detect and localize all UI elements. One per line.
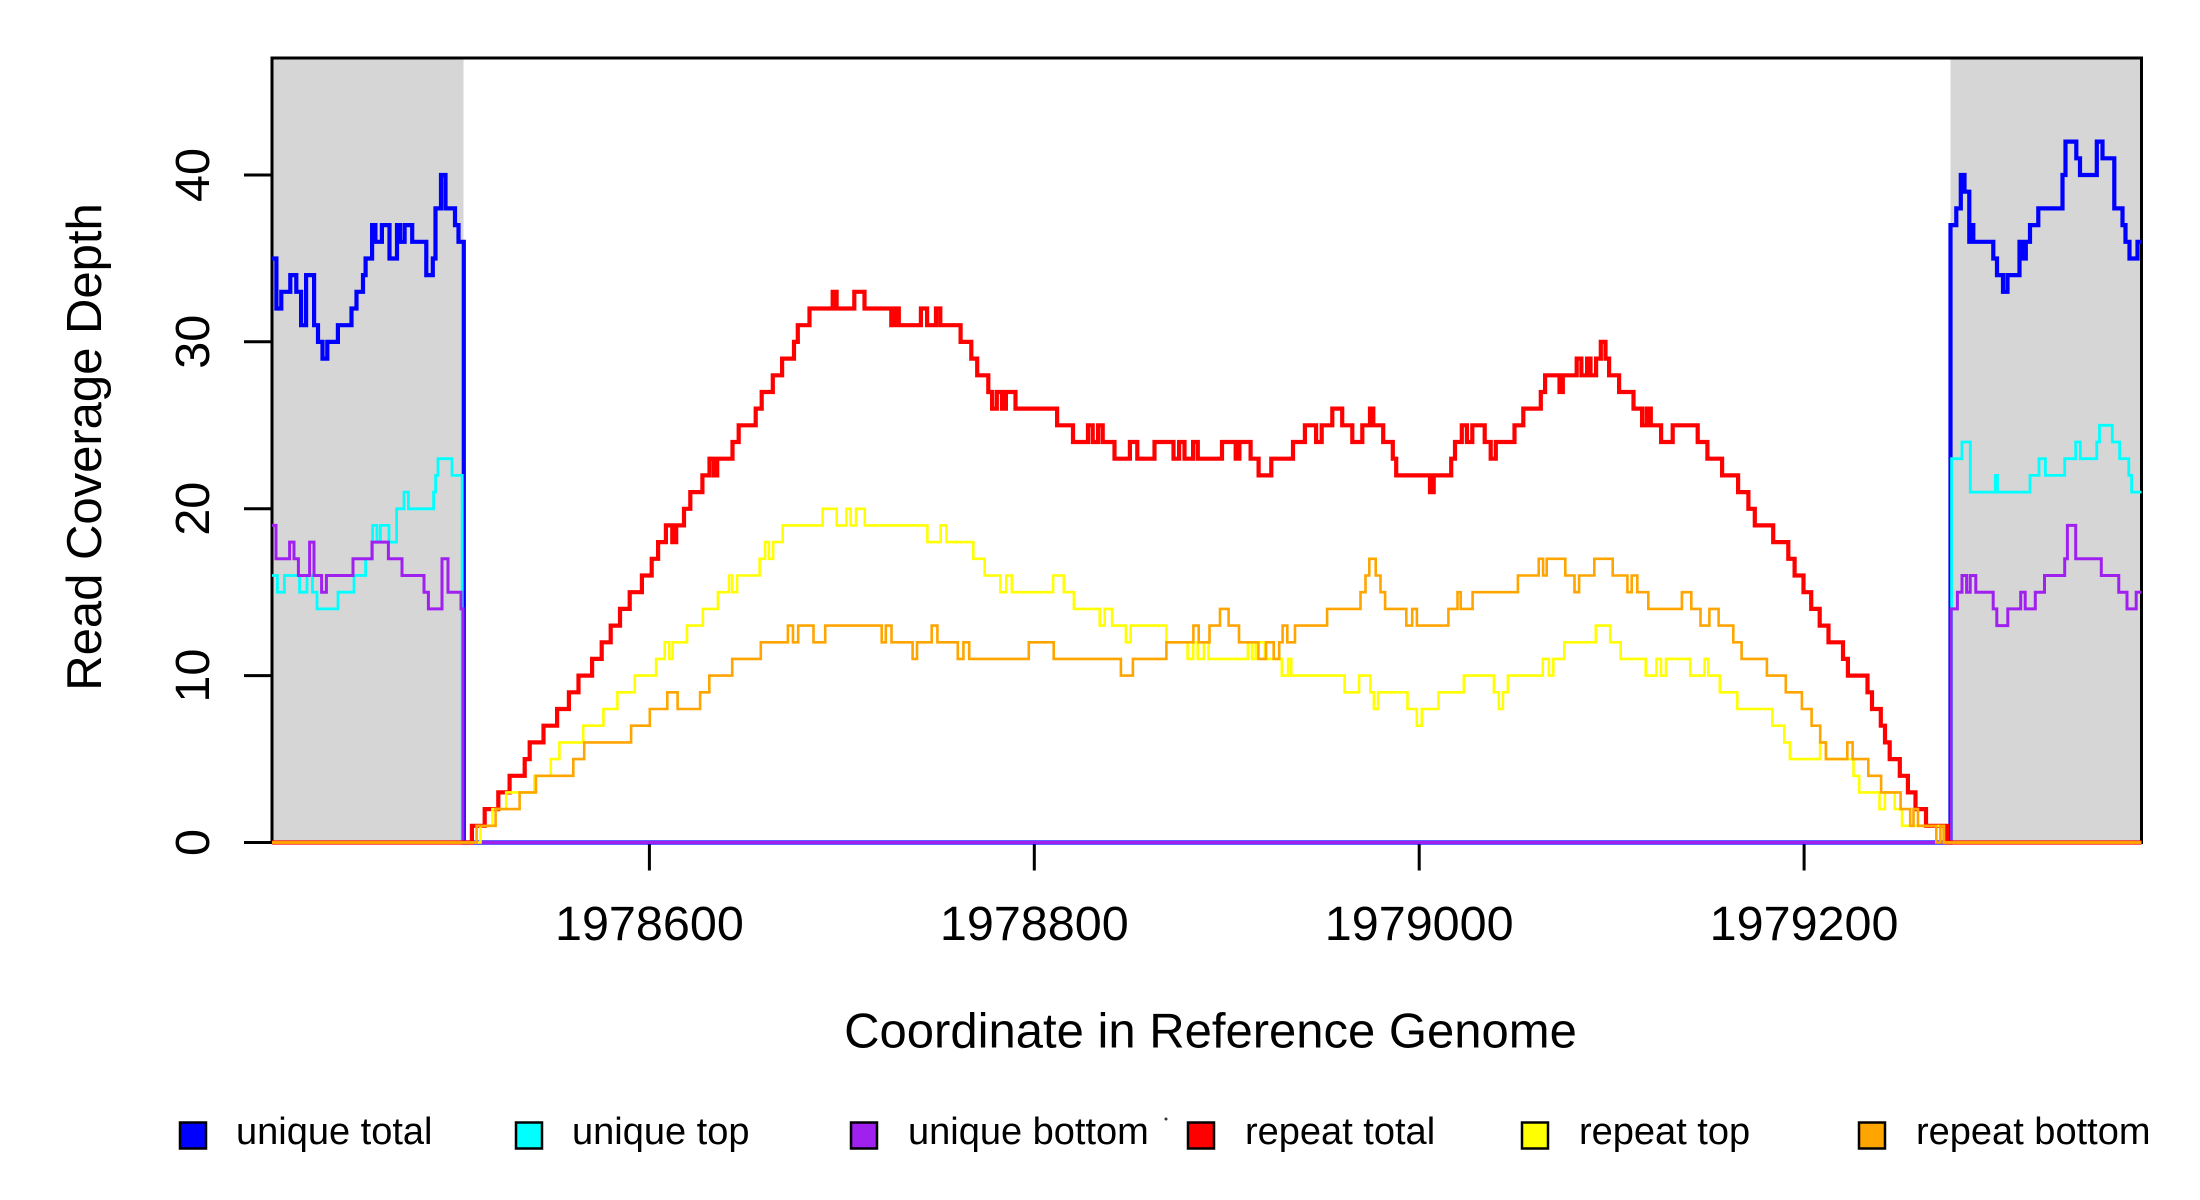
svg-text:Coordinate in Reference Genome: Coordinate in Reference Genome [844,1005,1577,1059]
svg-text:1978600: 1978600 [555,897,744,951]
svg-text:40: 40 [166,148,220,202]
svg-text:repeat top: repeat top [1579,1111,1750,1153]
svg-text:unique bottom: unique bottom [908,1111,1149,1153]
svg-text:1979000: 1979000 [1325,897,1514,951]
svg-text:1978800: 1978800 [940,897,1129,951]
svg-text:Read Coverage Depth: Read Coverage Depth [58,203,112,691]
svg-text:10: 10 [166,649,220,703]
svg-text:30: 30 [166,315,220,369]
svg-text:0: 0 [166,829,220,856]
svg-text:1979200: 1979200 [1710,897,1899,951]
svg-text:repeat bottom: repeat bottom [1916,1111,2150,1153]
svg-text:20: 20 [166,482,220,536]
svg-text:unique total: unique total [236,1111,433,1153]
svg-text:unique top: unique top [572,1111,750,1153]
svg-text:repeat total: repeat total [1245,1111,1435,1153]
